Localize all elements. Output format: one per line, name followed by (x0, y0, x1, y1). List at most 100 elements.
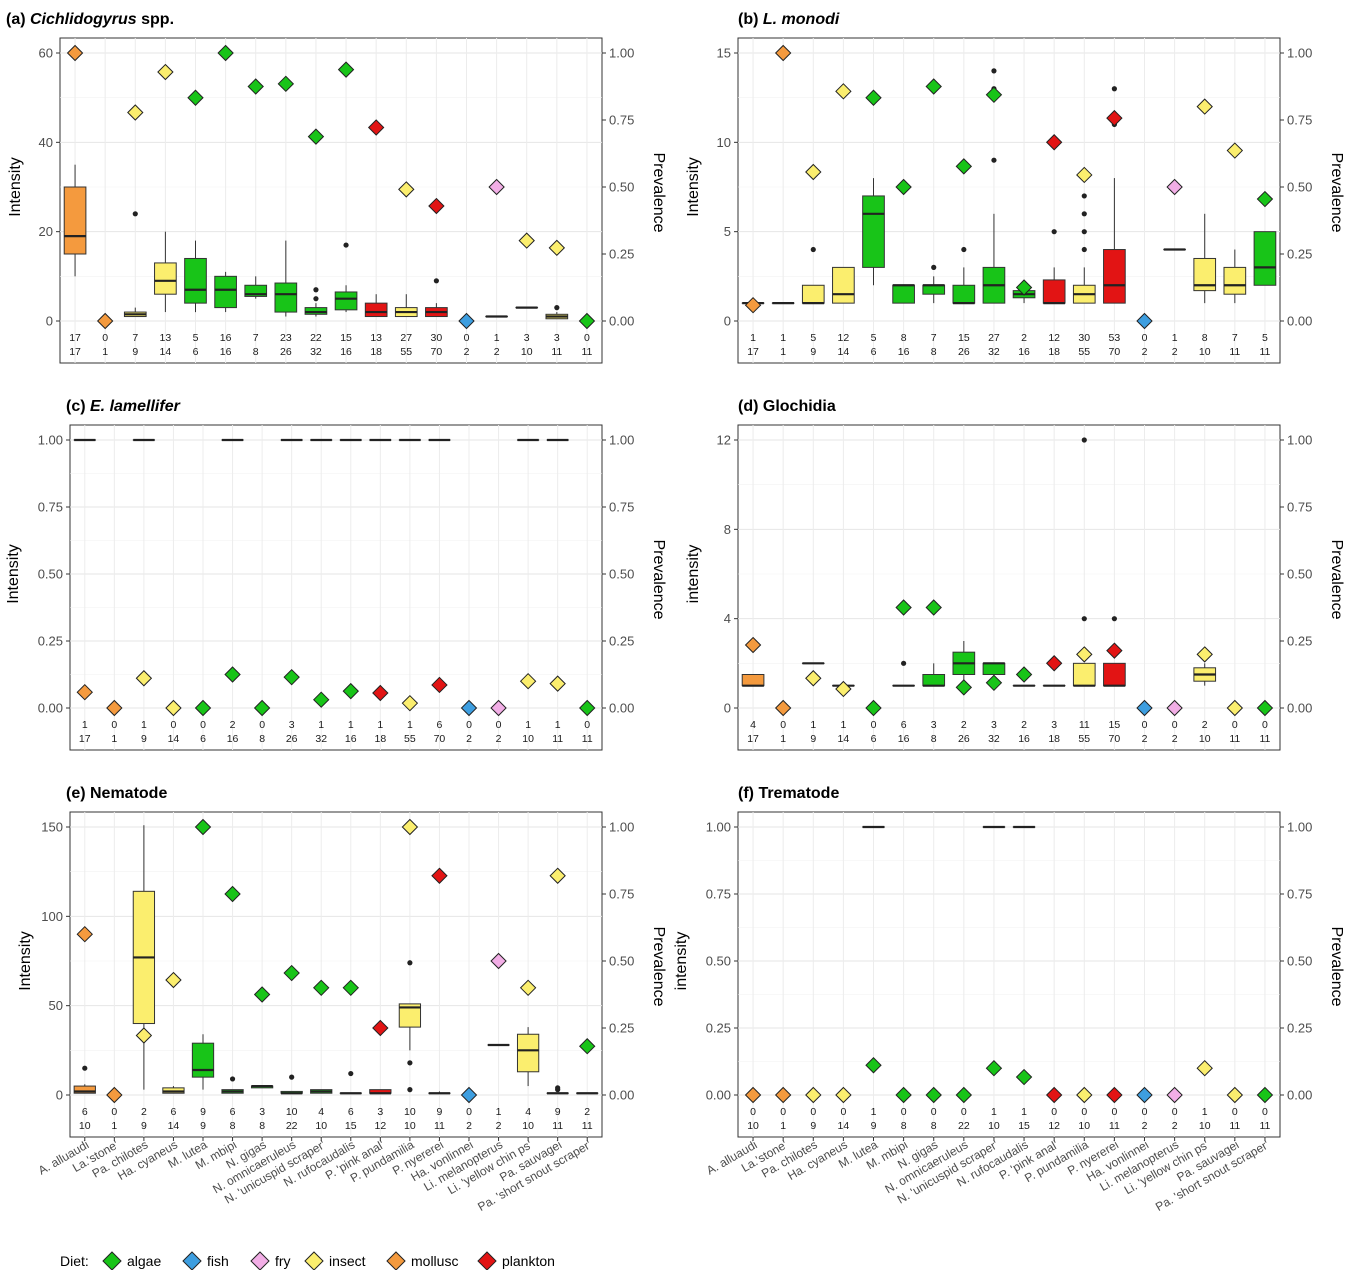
prevalence-diamond (1015, 1068, 1033, 1086)
count-examined: 10 (315, 1120, 327, 1132)
count-examined: 11 (551, 346, 562, 358)
prevalence-diamond (1226, 1086, 1244, 1104)
panel-f: (f) Trematode 0.00 0.25 0.50 0.75 1.00 0.00 0.2… (673, 785, 1345, 1214)
plot-frame (69, 811, 603, 1138)
count-examined: 32 (988, 346, 1000, 358)
count-examined: 11 (582, 1120, 593, 1132)
count-examined: 9 (810, 733, 816, 745)
prevalence-diamond (127, 104, 144, 121)
prevalence-diamond (579, 699, 596, 717)
count-infected: 0 (1262, 719, 1268, 731)
prevalence-diamond (955, 158, 973, 175)
count-infected: 7 (1232, 332, 1238, 344)
prevalence-diamond (76, 925, 93, 943)
prevalence-diamond (76, 683, 93, 701)
box (73, 1085, 96, 1094)
count-infected: 0 (1172, 719, 1178, 731)
count-examined: 10 (1199, 346, 1211, 358)
y-tick-label: 50 (49, 998, 63, 1013)
prevalence-diamond (865, 1057, 882, 1074)
prevalence-diamond (277, 75, 295, 93)
outlier-point (1081, 437, 1087, 443)
prevalence-diamond (519, 672, 537, 690)
count-examined: 8 (253, 346, 259, 358)
prevalence-diamond (744, 636, 762, 654)
count-examined: 11 (1259, 346, 1270, 358)
prevalence-diamond (744, 1086, 762, 1104)
count-infected: 0 (931, 1106, 937, 1118)
count-infected: 10 (404, 1106, 416, 1118)
y2-tick-label: 0.75 (1287, 113, 1312, 128)
count-examined: 2 (466, 733, 472, 745)
count-examined: 2 (496, 1120, 502, 1132)
count-infected: 1 (840, 719, 846, 731)
box (1193, 257, 1217, 292)
count-examined: 11 (1259, 1120, 1270, 1132)
prevalence-diamond (458, 312, 475, 330)
count-examined: 9 (141, 1120, 147, 1132)
box (304, 307, 328, 315)
count-examined: 8 (901, 1120, 907, 1132)
prevalence-diamond (835, 1086, 852, 1104)
box (154, 262, 177, 295)
outlier-point (433, 278, 439, 284)
count-infected: 2 (230, 719, 236, 731)
outlier-point (555, 1085, 561, 1091)
y2-tick-label: 1.00 (1287, 46, 1312, 61)
prevalence-diamond (488, 178, 505, 196)
y2-axis-title: Prevalence (650, 926, 667, 1006)
prevalence-diamond (1136, 699, 1153, 717)
box (1223, 266, 1247, 295)
prevalence-diamond (835, 680, 852, 698)
count-infected: 0 (1232, 719, 1238, 731)
box (892, 284, 915, 304)
y-axis-title: Intensity (5, 544, 22, 604)
box (274, 282, 298, 313)
count-infected: 5 (193, 332, 199, 344)
count-examined: 6 (871, 346, 877, 358)
plot-frame (737, 37, 1281, 364)
y2-tick-label: 0.75 (609, 113, 634, 128)
prevalence-diamond (1015, 666, 1033, 683)
count-examined: 11 (1229, 1120, 1240, 1132)
outlier-point (407, 1060, 413, 1066)
count-infected: 0 (466, 1106, 472, 1118)
box (398, 1003, 422, 1028)
count-examined: 14 (168, 1120, 180, 1132)
y-tick-label: 60 (39, 46, 53, 61)
count-infected: 2 (1021, 332, 1027, 344)
count-examined: 11 (1229, 733, 1240, 745)
prevalence-diamond (1045, 655, 1063, 672)
count-infected: 0 (1142, 1106, 1148, 1118)
count-examined: 9 (810, 346, 816, 358)
outlier-point (554, 305, 560, 311)
panel-e: (e) Nematode0501001500.000.250.500.751.0… (17, 785, 667, 1214)
count-examined: 17 (69, 346, 81, 358)
outlier-point (407, 960, 413, 966)
count-infected: 7 (132, 332, 138, 344)
prevalence-diamond (342, 979, 359, 997)
outlier-point (82, 1065, 88, 1071)
count-infected: 0 (1051, 1106, 1057, 1118)
count-infected: 1 (525, 719, 531, 731)
prevalence-diamond (1166, 178, 1183, 196)
y2-tick-label: 0.00 (609, 314, 634, 329)
count-examined: 2 (1142, 733, 1148, 745)
prevalence-diamond (1256, 1086, 1274, 1104)
y-axis-title: intensity (673, 932, 690, 991)
count-examined: 70 (1109, 346, 1121, 358)
prevalence-diamond (490, 699, 507, 717)
y-tick-label: 0.00 (706, 1088, 731, 1103)
outlier-point (961, 246, 967, 253)
prevalence-diamond (401, 694, 419, 712)
y-tick-label: 0.75 (38, 500, 63, 515)
count-examined: 26 (958, 346, 970, 358)
count-examined: 10 (747, 1120, 759, 1132)
legend-key-plankton (477, 1251, 497, 1270)
count-examined: 10 (522, 733, 534, 745)
count-infected: 13 (370, 332, 382, 344)
outlier-point (1081, 616, 1087, 622)
count-infected: 0 (200, 719, 206, 731)
prevalence-diamond (337, 61, 355, 78)
prevalence-diamond (135, 670, 153, 687)
